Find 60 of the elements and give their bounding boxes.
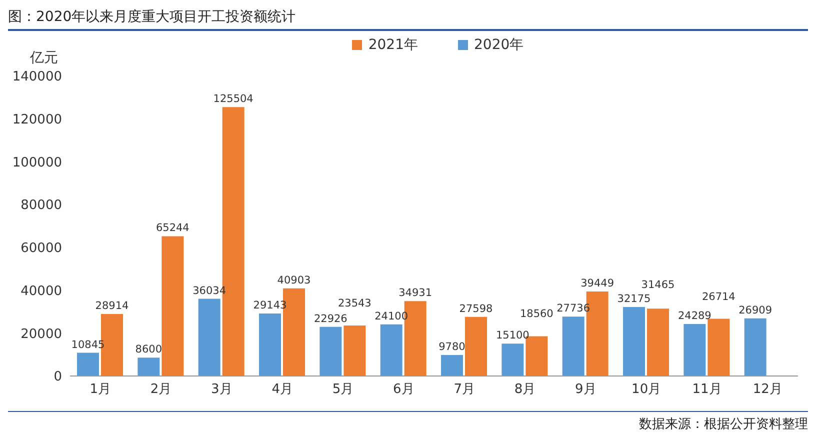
bar bbox=[647, 308, 669, 376]
bar bbox=[344, 326, 366, 376]
x-tick-label: 4月 bbox=[272, 382, 293, 398]
x-tick-label: 2月 bbox=[150, 382, 172, 398]
bar bbox=[465, 316, 487, 376]
data-label: 34931 bbox=[398, 287, 432, 300]
x-tick-label: 3月 bbox=[211, 382, 232, 398]
bar bbox=[380, 324, 402, 376]
data-label: 39449 bbox=[580, 277, 614, 290]
x-tick-label: 6月 bbox=[393, 382, 414, 398]
x-tick-label: 5月 bbox=[332, 382, 354, 398]
x-tick-label: 8月 bbox=[514, 382, 536, 398]
legend-label: 2021年 bbox=[367, 36, 418, 55]
bar bbox=[684, 324, 706, 376]
data-label: 27598 bbox=[459, 302, 493, 315]
y-axis-title: 亿元 bbox=[30, 49, 58, 67]
bar bbox=[708, 318, 730, 376]
data-label: 8600 bbox=[135, 344, 162, 356]
data-label: 15100 bbox=[496, 330, 530, 342]
x-tick-label: 1月 bbox=[90, 382, 111, 398]
x-tick-label: 12月 bbox=[752, 382, 782, 398]
data-label: 28914 bbox=[95, 300, 130, 312]
bar bbox=[198, 298, 220, 376]
bar bbox=[744, 318, 766, 376]
data-label: 22926 bbox=[314, 312, 348, 325]
y-tick-label: 0 bbox=[54, 370, 62, 385]
x-tick-label: 10月 bbox=[632, 382, 662, 398]
bar bbox=[502, 344, 524, 376]
x-tick-label: 9月 bbox=[575, 382, 596, 398]
data-label: 24289 bbox=[678, 310, 712, 322]
legend-label: 2020年 bbox=[473, 36, 524, 55]
data-label: 31465 bbox=[641, 279, 675, 292]
source-note: 数据来源：根据公开资料整理 bbox=[638, 416, 808, 433]
data-label: 40903 bbox=[277, 274, 311, 286]
data-label: 65244 bbox=[156, 222, 190, 234]
chart-title: 图：2020年以来月度重大项目开工投资额统计 bbox=[8, 8, 808, 31]
y-tick-label: 40000 bbox=[20, 284, 62, 299]
data-label: 23543 bbox=[338, 298, 372, 310]
y-tick-label: 60000 bbox=[20, 241, 62, 256]
y-tick-label: 100000 bbox=[12, 155, 62, 170]
bar bbox=[562, 316, 584, 376]
x-tick-label: 7月 bbox=[454, 382, 475, 398]
y-tick-label: 140000 bbox=[12, 70, 62, 85]
bar bbox=[77, 352, 99, 376]
data-label: 9780 bbox=[438, 341, 466, 354]
bar bbox=[162, 236, 184, 376]
data-label: 26714 bbox=[702, 290, 736, 303]
data-label: 32175 bbox=[617, 293, 651, 306]
bar bbox=[138, 358, 160, 376]
y-tick-label: 20000 bbox=[20, 326, 62, 342]
data-label: 125504 bbox=[213, 93, 254, 106]
bar bbox=[623, 307, 645, 376]
x-tick-label: 11月 bbox=[692, 382, 722, 398]
y-tick-label: 120000 bbox=[12, 112, 62, 128]
data-label: 26909 bbox=[738, 304, 772, 316]
bar bbox=[320, 326, 342, 376]
y-tick-label: 80000 bbox=[20, 198, 62, 214]
data-label: 18560 bbox=[520, 308, 554, 320]
bar bbox=[259, 314, 281, 376]
bar bbox=[441, 355, 463, 376]
